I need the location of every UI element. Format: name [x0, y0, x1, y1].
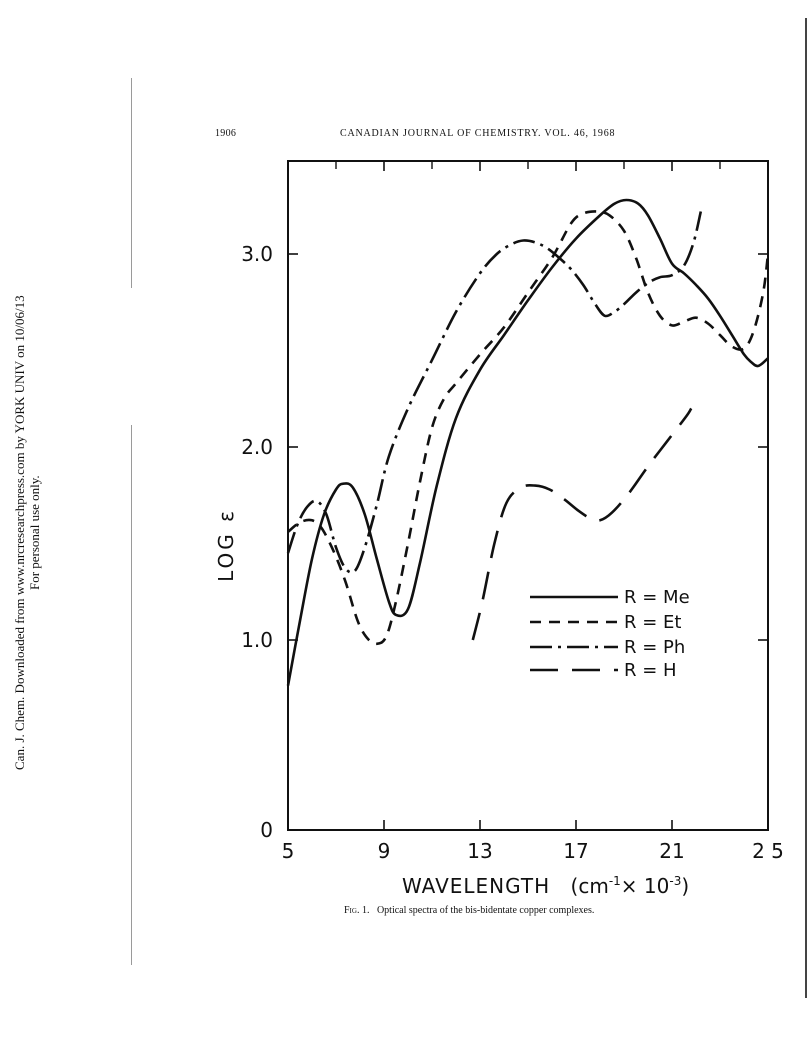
x-tick-label: 21: [659, 839, 684, 863]
x-axis-units-mid: × 10: [621, 874, 670, 898]
x-axis-units-exp1: -1: [609, 874, 621, 888]
x-axis-units-prefix: (cm: [571, 874, 609, 898]
series-line-r-et: [287, 210, 770, 646]
x-tick-label: 5: [282, 839, 295, 863]
page-number: 1906: [215, 128, 237, 139]
figure-caption: Fig. 1. Optical spectra of the bis-biden…: [344, 905, 594, 916]
legend: R = Me R = Et R = Ph R = H: [530, 587, 690, 681]
caption-label: Fig. 1.: [344, 905, 370, 916]
x-tick-label: 2 5: [752, 839, 784, 863]
axis-ticks: [287, 161, 769, 831]
x-axis-units-suffix: ): [681, 874, 689, 898]
series-line-r-ph: [286, 211, 703, 574]
left-margin-rule: [131, 425, 132, 965]
x-tick-label: 9: [378, 839, 391, 863]
x-tick-labels: 5 9 13 17 21 2 5: [282, 839, 784, 863]
x-tick-label: 17: [563, 839, 588, 863]
journal-header: CANADIAN JOURNAL OF CHEMISTRY. VOL. 46, …: [340, 128, 616, 139]
y-tick-label: 1.0: [241, 628, 273, 652]
y-tick-label: 2.0: [241, 435, 273, 459]
series-lines: [286, 198, 770, 686]
legend-label-me: R = Me: [624, 587, 690, 608]
plot-frame: [287, 160, 769, 831]
y-tick-label: 3.0: [241, 242, 273, 266]
y-tick-label: 0: [260, 818, 273, 842]
legend-label-h: R = H: [624, 660, 677, 681]
left-margin-rule: [131, 78, 132, 288]
series-line-r-me: [286, 198, 769, 686]
caption-text: Optical spectra of the bis-bidentate cop…: [376, 905, 595, 916]
x-axis-units-exp2: -3: [669, 874, 681, 888]
legend-label-et: R = Et: [624, 612, 681, 633]
x-axis-title: WAVELENGTH (cm-1× 10-3): [402, 874, 689, 898]
y-tick-labels: 0 1.0 2.0 3.0: [241, 242, 273, 842]
y-axis-title: LOG ε: [214, 508, 238, 582]
x-tick-label: 13: [467, 839, 492, 863]
right-margin-rule: [805, 18, 807, 998]
series-line-r-h: [471, 407, 693, 641]
legend-label-ph: R = Ph: [624, 637, 685, 658]
x-axis-title-main: WAVELENGTH: [402, 874, 550, 898]
